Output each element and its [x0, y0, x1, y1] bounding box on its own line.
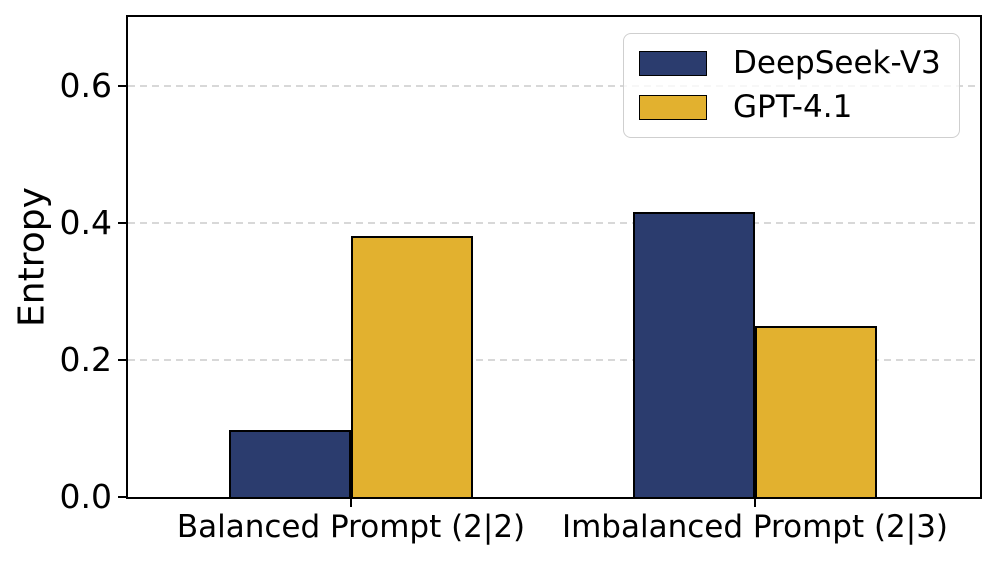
y-tick-mark-0.4 [118, 221, 128, 224]
x-tick-label-1: Imbalanced Prompt (2|3) [561, 509, 949, 545]
legend-entry-gpt-4-1: GPT-4.1 [639, 92, 959, 123]
bar-deepseek-v3-group-1 [633, 212, 755, 499]
x-tick-label-0: Balanced Prompt (2|2) [176, 509, 526, 545]
bar-deepseek-v3-group-0 [229, 429, 351, 499]
y-tick-mark-0.2 [118, 358, 128, 361]
gridline-y-0.6 [128, 84, 980, 87]
y-tick-mark-0 [118, 496, 128, 498]
y-tick-label-0.4: 0.4 [59, 202, 112, 242]
legend-label-gpt-4-1: GPT-4.1 [733, 89, 853, 126]
y-tick-label-0.0: 0.0 [59, 477, 112, 516]
legend: DeepSeek-V3 GPT-4.1 [623, 33, 960, 138]
legend-swatch-deepseek-v3 [639, 50, 707, 76]
bar-gpt-4-1-group-1 [755, 325, 877, 499]
gridline-y-0.4 [128, 221, 980, 224]
x-tick-mark-1 [754, 497, 756, 507]
legend-label-deepseek-v3: DeepSeek-V3 [733, 44, 941, 81]
y-tick-label-0.6: 0.6 [59, 65, 112, 105]
x-tick-mark-0 [350, 497, 352, 507]
y-tick-mark-0.6 [118, 84, 128, 87]
bar-gpt-4-1-group-0 [351, 236, 473, 499]
y-tick-label-0.2: 0.2 [59, 339, 112, 379]
legend-entry-deepseek-v3: DeepSeek-V3 [639, 44, 959, 81]
legend-swatch-gpt-4-1 [639, 95, 707, 121]
gridline-y-0.2 [128, 358, 980, 361]
